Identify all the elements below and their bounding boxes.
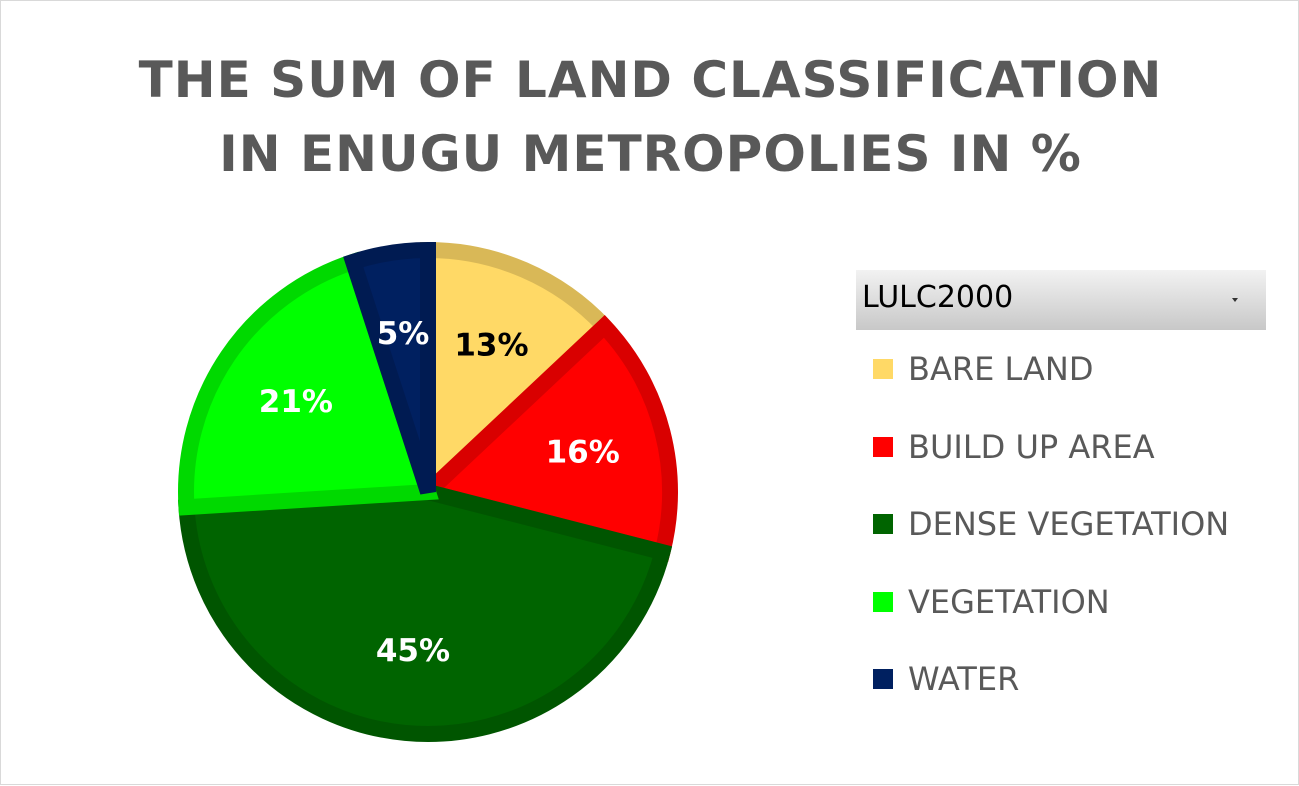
data-label-vegetation: 21% xyxy=(259,384,333,420)
legend-swatch-water xyxy=(873,669,893,689)
pie-slice-bare-land[interactable] xyxy=(420,241,616,511)
data-label-water: 5% xyxy=(377,316,430,352)
data-label-dense-vegetation: 45% xyxy=(376,633,450,669)
chart-title-line-2: IN ENUGU METROPOLIES IN % xyxy=(219,125,1082,183)
legend-swatch-bare-land xyxy=(873,359,893,379)
field-filter-label: LULC2000 xyxy=(862,280,1014,315)
legend-label-build-up-area: BUILD UP AREA xyxy=(908,427,1155,466)
legend-swatch-dense-vegetation xyxy=(873,514,893,534)
dropdown-arrow-icon[interactable] xyxy=(1232,298,1238,302)
data-label-build-up-area: 16% xyxy=(546,434,620,470)
legend-swatch-vegetation xyxy=(873,591,893,612)
chart-title: THE SUM OF LAND CLASSIFICATION IN ENUGU … xyxy=(1,43,1299,191)
data-label-bare-land: 13% xyxy=(454,327,528,363)
pie-slice-water[interactable] xyxy=(343,241,436,495)
chart-title-line-1: THE SUM OF LAND CLASSIFICATION xyxy=(138,51,1163,109)
field-filter-dropdown[interactable]: LULC2000 xyxy=(856,270,1266,330)
pie-slice-dense-vegetation[interactable] xyxy=(177,483,673,742)
legend-label-dense-vegetation: DENSE VEGETATION xyxy=(908,505,1230,543)
legend-label-bare-land: BARE LAND xyxy=(908,350,1094,388)
legend-label-water: WATER xyxy=(908,660,1020,698)
pie-slice-build-up-area[interactable] xyxy=(411,315,678,562)
legend-label-vegetation: VEGETATION xyxy=(908,582,1110,621)
legend-swatch-build-up-area xyxy=(873,436,893,457)
